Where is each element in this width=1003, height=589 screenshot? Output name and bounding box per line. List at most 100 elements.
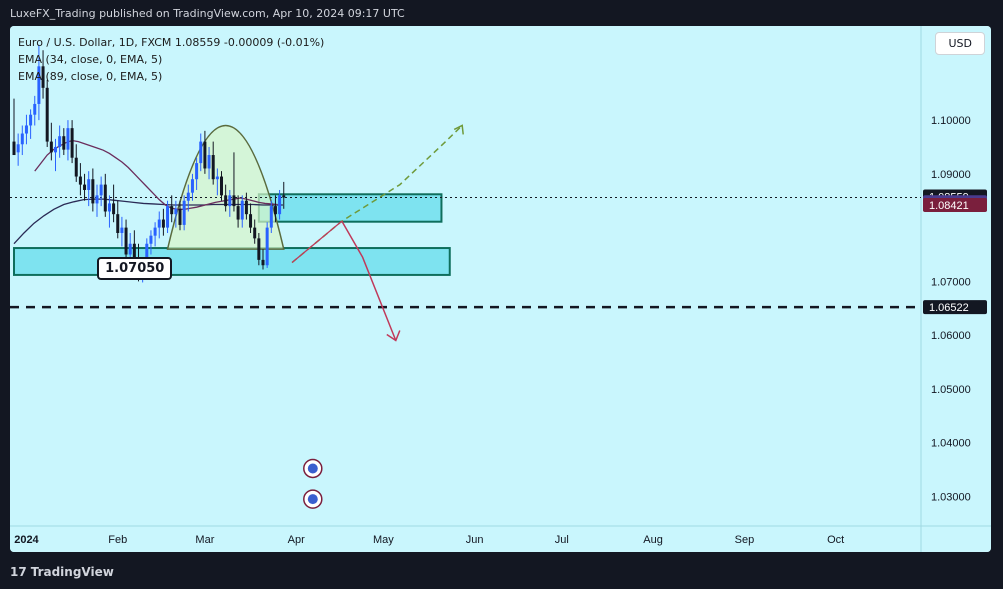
event-flag-icon [307,463,318,474]
candle-body [124,227,128,255]
chart-panel[interactable]: 1.10000 1.09000 1.07000 1.06000 1.05000 1.040… [10,26,991,552]
candle-body [190,179,194,193]
time-tick-label: Jul [555,534,569,546]
plot-background [10,26,991,552]
candle-body [199,141,203,164]
legend-ema34: EMA (34, close, 0, EMA, 5) [18,53,163,66]
candle-body [203,141,207,169]
candle-body [20,133,24,145]
candle-body [149,235,153,244]
candle-body [37,66,41,104]
candle-body [83,184,87,190]
candle-body [153,227,157,236]
candle-body [78,176,82,185]
candle-body [70,128,74,158]
candle-body [269,206,273,228]
candle-body [174,208,178,215]
price-tick-label: 1.07000 [931,276,971,288]
candle-body [103,184,107,212]
bullish-arrowhead [453,124,464,135]
footer-brand[interactable]: 17 TradingView [10,565,114,579]
candle-body [265,227,269,266]
candle-body [91,179,95,204]
price-tick-label: 1.10000 [931,115,971,127]
candle-body [54,146,57,153]
candle-body [161,219,165,228]
candle-body [220,176,223,196]
price-tick-label: 1.06000 [931,330,971,342]
candle-body [62,136,66,150]
candle-body [253,227,257,239]
time-tick-label: Sep [735,534,755,546]
candle-body [261,259,265,266]
candle-body [166,206,170,228]
candle-body [186,192,190,201]
candle-body [232,195,236,207]
candle-body [182,200,186,225]
candle-body [257,238,261,260]
candle-body [236,206,240,220]
candle-body [249,214,253,228]
price-label-text: 1.06522 [929,302,969,314]
candle-body [224,195,228,207]
candle-body [282,195,286,198]
price-tick-label: 1.09000 [931,169,971,181]
candle-body [99,184,103,196]
currency-button[interactable]: USD [935,32,985,55]
time-tick-label: Oct [827,534,844,546]
candle-body [215,176,219,180]
candle-body [41,66,45,88]
zone-rect-0 [257,193,443,223]
candle-body [170,206,174,215]
candle-body [29,114,33,126]
price-tick-label: 1.05000 [931,384,971,396]
candle-body [195,163,199,180]
price-tick-label: 1.04000 [931,438,971,450]
candle-body [112,203,116,215]
time-tick-label: Apr [288,534,305,546]
time-tick-label: Jun [466,534,484,546]
price-label-text: 1.08421 [929,200,969,212]
bearish-projection [341,220,397,341]
price-label-bg [923,300,987,315]
candle-body [120,227,124,233]
candle-body [157,219,161,228]
time-tick-label: May [373,534,394,546]
candle-body [66,128,70,150]
candle-body [107,203,111,212]
brand-name: TradingView [30,565,114,579]
candle-body [58,136,62,147]
candle-body [211,155,215,180]
time-tick-label: Aug [643,534,663,546]
candle-body [273,206,277,215]
candle-body [33,103,37,115]
chart-legend: Euro / U.S. Dollar, 1D, FXCM 1.08559 -0.… [18,34,324,85]
price-tick-label: 1.03000 [931,491,971,503]
candle-body [244,200,248,215]
event-flag-icon [307,494,318,505]
price-label-bg [923,197,987,212]
candle-body [116,214,120,233]
candle-body [74,157,78,177]
candle-body [228,195,232,207]
candle-body [12,141,16,156]
legend-ema89: EMA (89, close, 0, EMA, 5) [18,70,163,83]
price-chart[interactable]: 1.10000 1.09000 1.07000 1.06000 1.05000 1.040… [10,26,991,552]
price-annotation: 1.07050 [97,256,173,280]
candle-body [207,155,211,169]
candle-body [49,141,53,153]
candle-body [16,144,20,153]
candle-body [178,208,182,225]
time-tick-label: Feb [108,534,127,546]
candle-body [128,243,132,255]
publish-info: LuxeFX_Trading published on TradingView.… [10,7,405,20]
candle-body [278,195,282,215]
time-tick-label: 2024 [14,534,39,546]
candle-body [145,243,149,263]
candle-body [24,125,28,134]
candle-body [45,87,49,142]
candle-body [95,195,99,204]
bearish-arrowhead [386,330,401,342]
time-tick-label: Mar [195,534,214,546]
tradingview-logo-icon: 17 [10,565,27,579]
